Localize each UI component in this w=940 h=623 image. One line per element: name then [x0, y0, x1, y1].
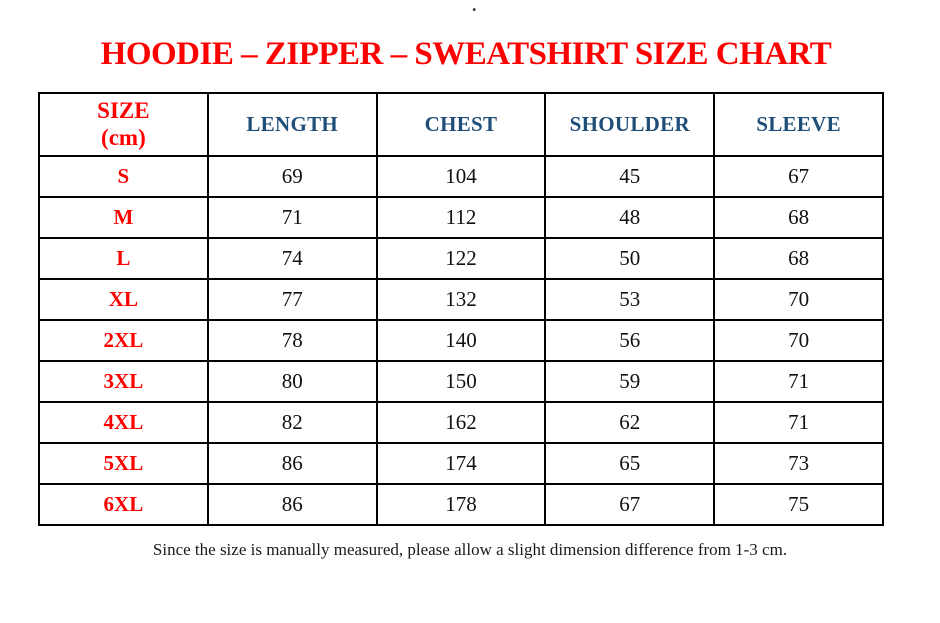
length-value: 86 — [206, 483, 378, 526]
table-row: 3XL 80 150 59 71 — [38, 360, 884, 403]
measurement-note: Since the size is manually measured, ple… — [152, 540, 788, 559]
size-label: M — [38, 196, 209, 239]
chest-value: 132 — [375, 278, 547, 321]
size-label: 6XL — [38, 483, 209, 526]
sleeve-value: 71 — [713, 401, 884, 444]
table-row: S 69 104 45 67 — [38, 155, 884, 198]
size-label: L — [38, 237, 209, 280]
shoulder-value: 45 — [544, 155, 716, 198]
shoulder-value: 62 — [544, 401, 716, 444]
length-value: 74 — [206, 237, 378, 280]
length-value: 86 — [206, 442, 378, 485]
sleeve-value: 75 — [713, 483, 884, 526]
chest-value: 140 — [375, 319, 547, 362]
column-header-length: LENGTH — [206, 92, 378, 157]
size-label: 3XL — [38, 360, 209, 403]
sleeve-value: 67 — [713, 155, 884, 198]
sleeve-value: 73 — [713, 442, 884, 485]
sleeve-value: 68 — [713, 196, 884, 239]
shoulder-value: 59 — [544, 360, 716, 403]
table-row: 5XL 86 174 65 73 — [38, 442, 884, 485]
shoulder-value: 48 — [544, 196, 716, 239]
column-header-chest: CHEST — [375, 92, 547, 157]
size-label: 2XL — [38, 319, 209, 362]
column-header-sleeve: SLEEVE — [713, 92, 884, 157]
chest-value: 178 — [375, 483, 547, 526]
chest-value: 104 — [375, 155, 547, 198]
shoulder-value: 53 — [544, 278, 716, 321]
shoulder-value: 67 — [544, 483, 716, 526]
size-label: S — [38, 155, 209, 198]
length-value: 71 — [206, 196, 378, 239]
chest-value: 162 — [375, 401, 547, 444]
table-row: L 74 122 50 68 — [38, 237, 884, 280]
page-title: HOODIE – ZIPPER – SWEATSHIRT SIZE CHART — [100, 36, 832, 72]
shoulder-value: 56 — [544, 319, 716, 362]
length-value: 69 — [206, 155, 378, 198]
sleeve-value: 70 — [713, 278, 884, 321]
size-label: 5XL — [38, 442, 209, 485]
table-row: 2XL 78 140 56 70 — [38, 319, 884, 362]
size-label: 4XL — [38, 401, 209, 444]
stray-dot: . — [472, 0, 477, 15]
size-header-line2: (cm) — [101, 124, 146, 150]
table-row: 6XL 86 178 67 75 — [38, 483, 884, 526]
length-value: 80 — [206, 360, 378, 403]
sleeve-value: 68 — [713, 237, 884, 280]
chest-value: 122 — [375, 237, 547, 280]
chest-value: 112 — [375, 196, 547, 239]
size-header-line1: SIZE — [97, 98, 150, 124]
table-header-row: SIZE (cm) LENGTH CHEST SHOULDER SLEEVE — [38, 92, 884, 157]
chest-value: 174 — [375, 442, 547, 485]
length-value: 78 — [206, 319, 378, 362]
size-chart-table: SIZE (cm) LENGTH CHEST SHOULDER SLEEVE S… — [38, 92, 884, 526]
length-value: 77 — [206, 278, 378, 321]
chest-value: 150 — [375, 360, 547, 403]
table-row: 4XL 82 162 62 71 — [38, 401, 884, 444]
table-row: XL 77 132 53 70 — [38, 278, 884, 321]
length-value: 82 — [206, 401, 378, 444]
table-row: M 71 112 48 68 — [38, 196, 884, 239]
sleeve-value: 71 — [713, 360, 884, 403]
shoulder-value: 50 — [544, 237, 716, 280]
column-header-shoulder: SHOULDER — [544, 92, 716, 157]
column-header-size: SIZE (cm) — [38, 92, 209, 157]
sleeve-value: 70 — [713, 319, 884, 362]
size-label: XL — [38, 278, 209, 321]
shoulder-value: 65 — [544, 442, 716, 485]
